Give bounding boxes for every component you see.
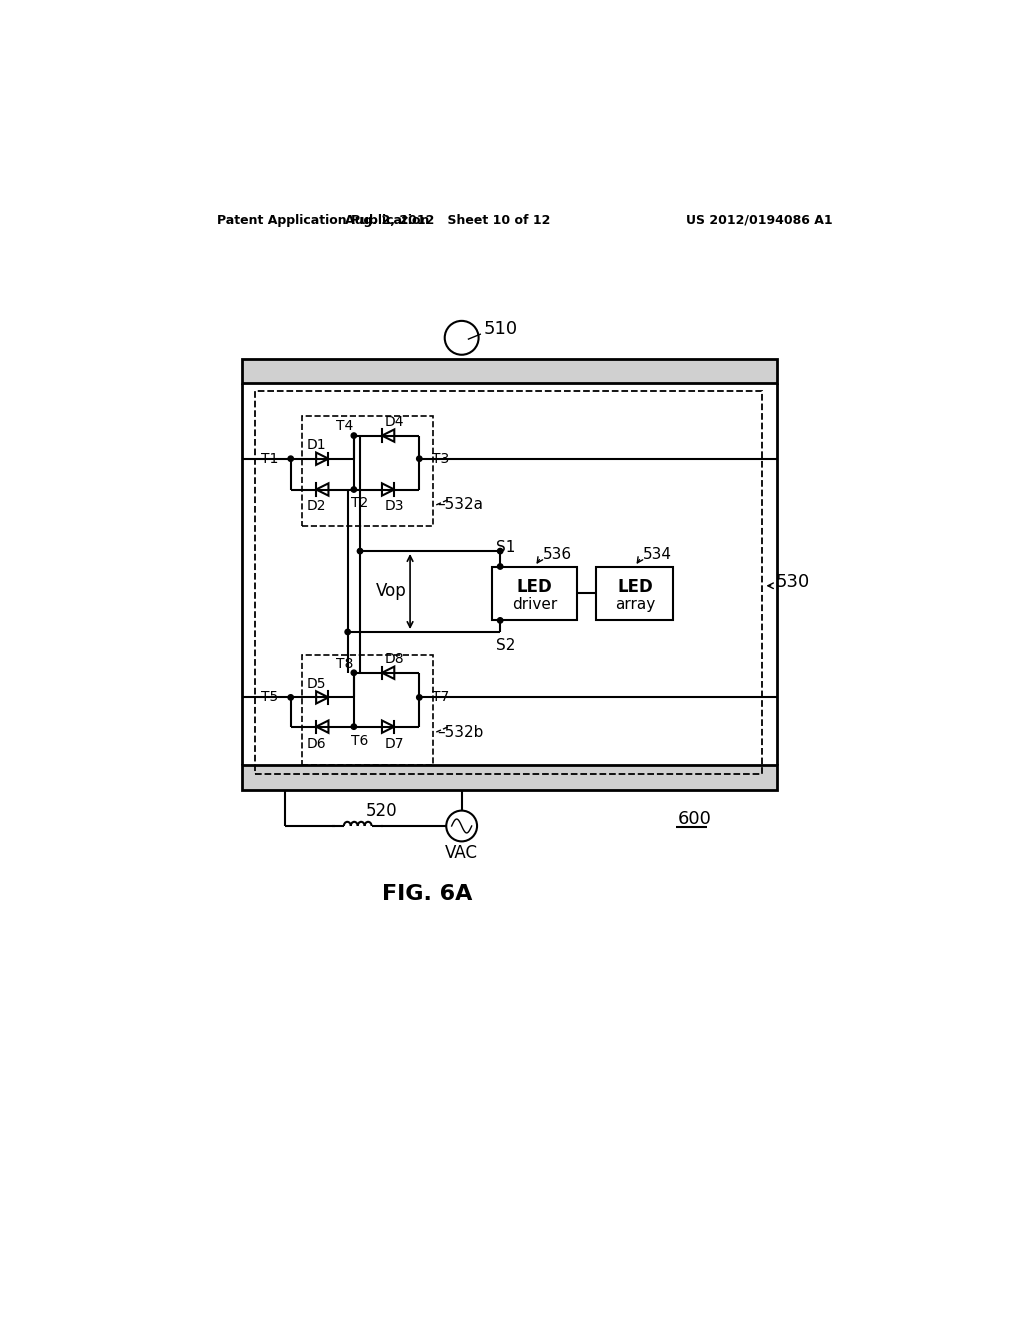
Text: D6: D6 bbox=[306, 737, 326, 751]
Text: D3: D3 bbox=[385, 499, 404, 513]
Text: T8: T8 bbox=[336, 656, 353, 671]
Circle shape bbox=[498, 548, 503, 554]
Circle shape bbox=[345, 630, 350, 635]
Text: D2: D2 bbox=[306, 499, 326, 513]
Circle shape bbox=[417, 694, 422, 700]
Text: 536: 536 bbox=[543, 548, 571, 562]
Text: T2: T2 bbox=[351, 496, 368, 511]
Text: US 2012/0194086 A1: US 2012/0194086 A1 bbox=[686, 214, 833, 227]
Text: 530: 530 bbox=[776, 573, 810, 591]
Text: Patent Application Publication: Patent Application Publication bbox=[217, 214, 429, 227]
Text: VAC: VAC bbox=[445, 843, 478, 862]
Bar bbox=[596, 566, 674, 620]
Text: 600: 600 bbox=[677, 810, 711, 828]
Text: S2: S2 bbox=[497, 639, 516, 653]
Bar bbox=[243, 766, 777, 789]
Text: 510: 510 bbox=[483, 321, 517, 338]
Circle shape bbox=[351, 487, 356, 492]
Circle shape bbox=[351, 723, 356, 730]
Bar bbox=[301, 655, 433, 766]
Circle shape bbox=[417, 455, 422, 462]
Circle shape bbox=[288, 455, 294, 462]
Bar bbox=[301, 416, 433, 527]
Circle shape bbox=[498, 618, 503, 623]
Text: FIG. 6A: FIG. 6A bbox=[382, 884, 472, 904]
Text: T1: T1 bbox=[261, 451, 279, 466]
Text: Aug. 2, 2012   Sheet 10 of 12: Aug. 2, 2012 Sheet 10 of 12 bbox=[345, 214, 551, 227]
Circle shape bbox=[498, 564, 503, 569]
Text: 520: 520 bbox=[366, 801, 397, 820]
Circle shape bbox=[351, 671, 356, 676]
Text: T5: T5 bbox=[261, 690, 279, 705]
Text: LED: LED bbox=[617, 578, 652, 597]
Circle shape bbox=[288, 694, 294, 700]
Text: D5: D5 bbox=[306, 677, 326, 690]
Text: T3: T3 bbox=[432, 451, 449, 466]
Text: D7: D7 bbox=[385, 737, 404, 751]
Text: –532b: –532b bbox=[437, 725, 483, 739]
Text: D8: D8 bbox=[384, 652, 404, 665]
Text: D1: D1 bbox=[306, 438, 326, 451]
Circle shape bbox=[357, 548, 362, 554]
Text: T4: T4 bbox=[336, 420, 353, 433]
Text: –532a: –532a bbox=[437, 498, 483, 512]
Text: 534: 534 bbox=[643, 548, 672, 562]
Bar bbox=[255, 391, 762, 775]
Text: D4: D4 bbox=[385, 414, 404, 429]
Text: Vop: Vop bbox=[376, 582, 407, 601]
Bar bbox=[493, 566, 578, 620]
Text: LED: LED bbox=[517, 578, 553, 597]
Text: T7: T7 bbox=[432, 690, 449, 705]
Bar bbox=[243, 359, 777, 383]
Text: S1: S1 bbox=[497, 540, 516, 554]
Text: T6: T6 bbox=[351, 734, 369, 747]
Text: driver: driver bbox=[512, 597, 557, 611]
Text: array: array bbox=[614, 597, 655, 611]
Circle shape bbox=[351, 433, 356, 438]
